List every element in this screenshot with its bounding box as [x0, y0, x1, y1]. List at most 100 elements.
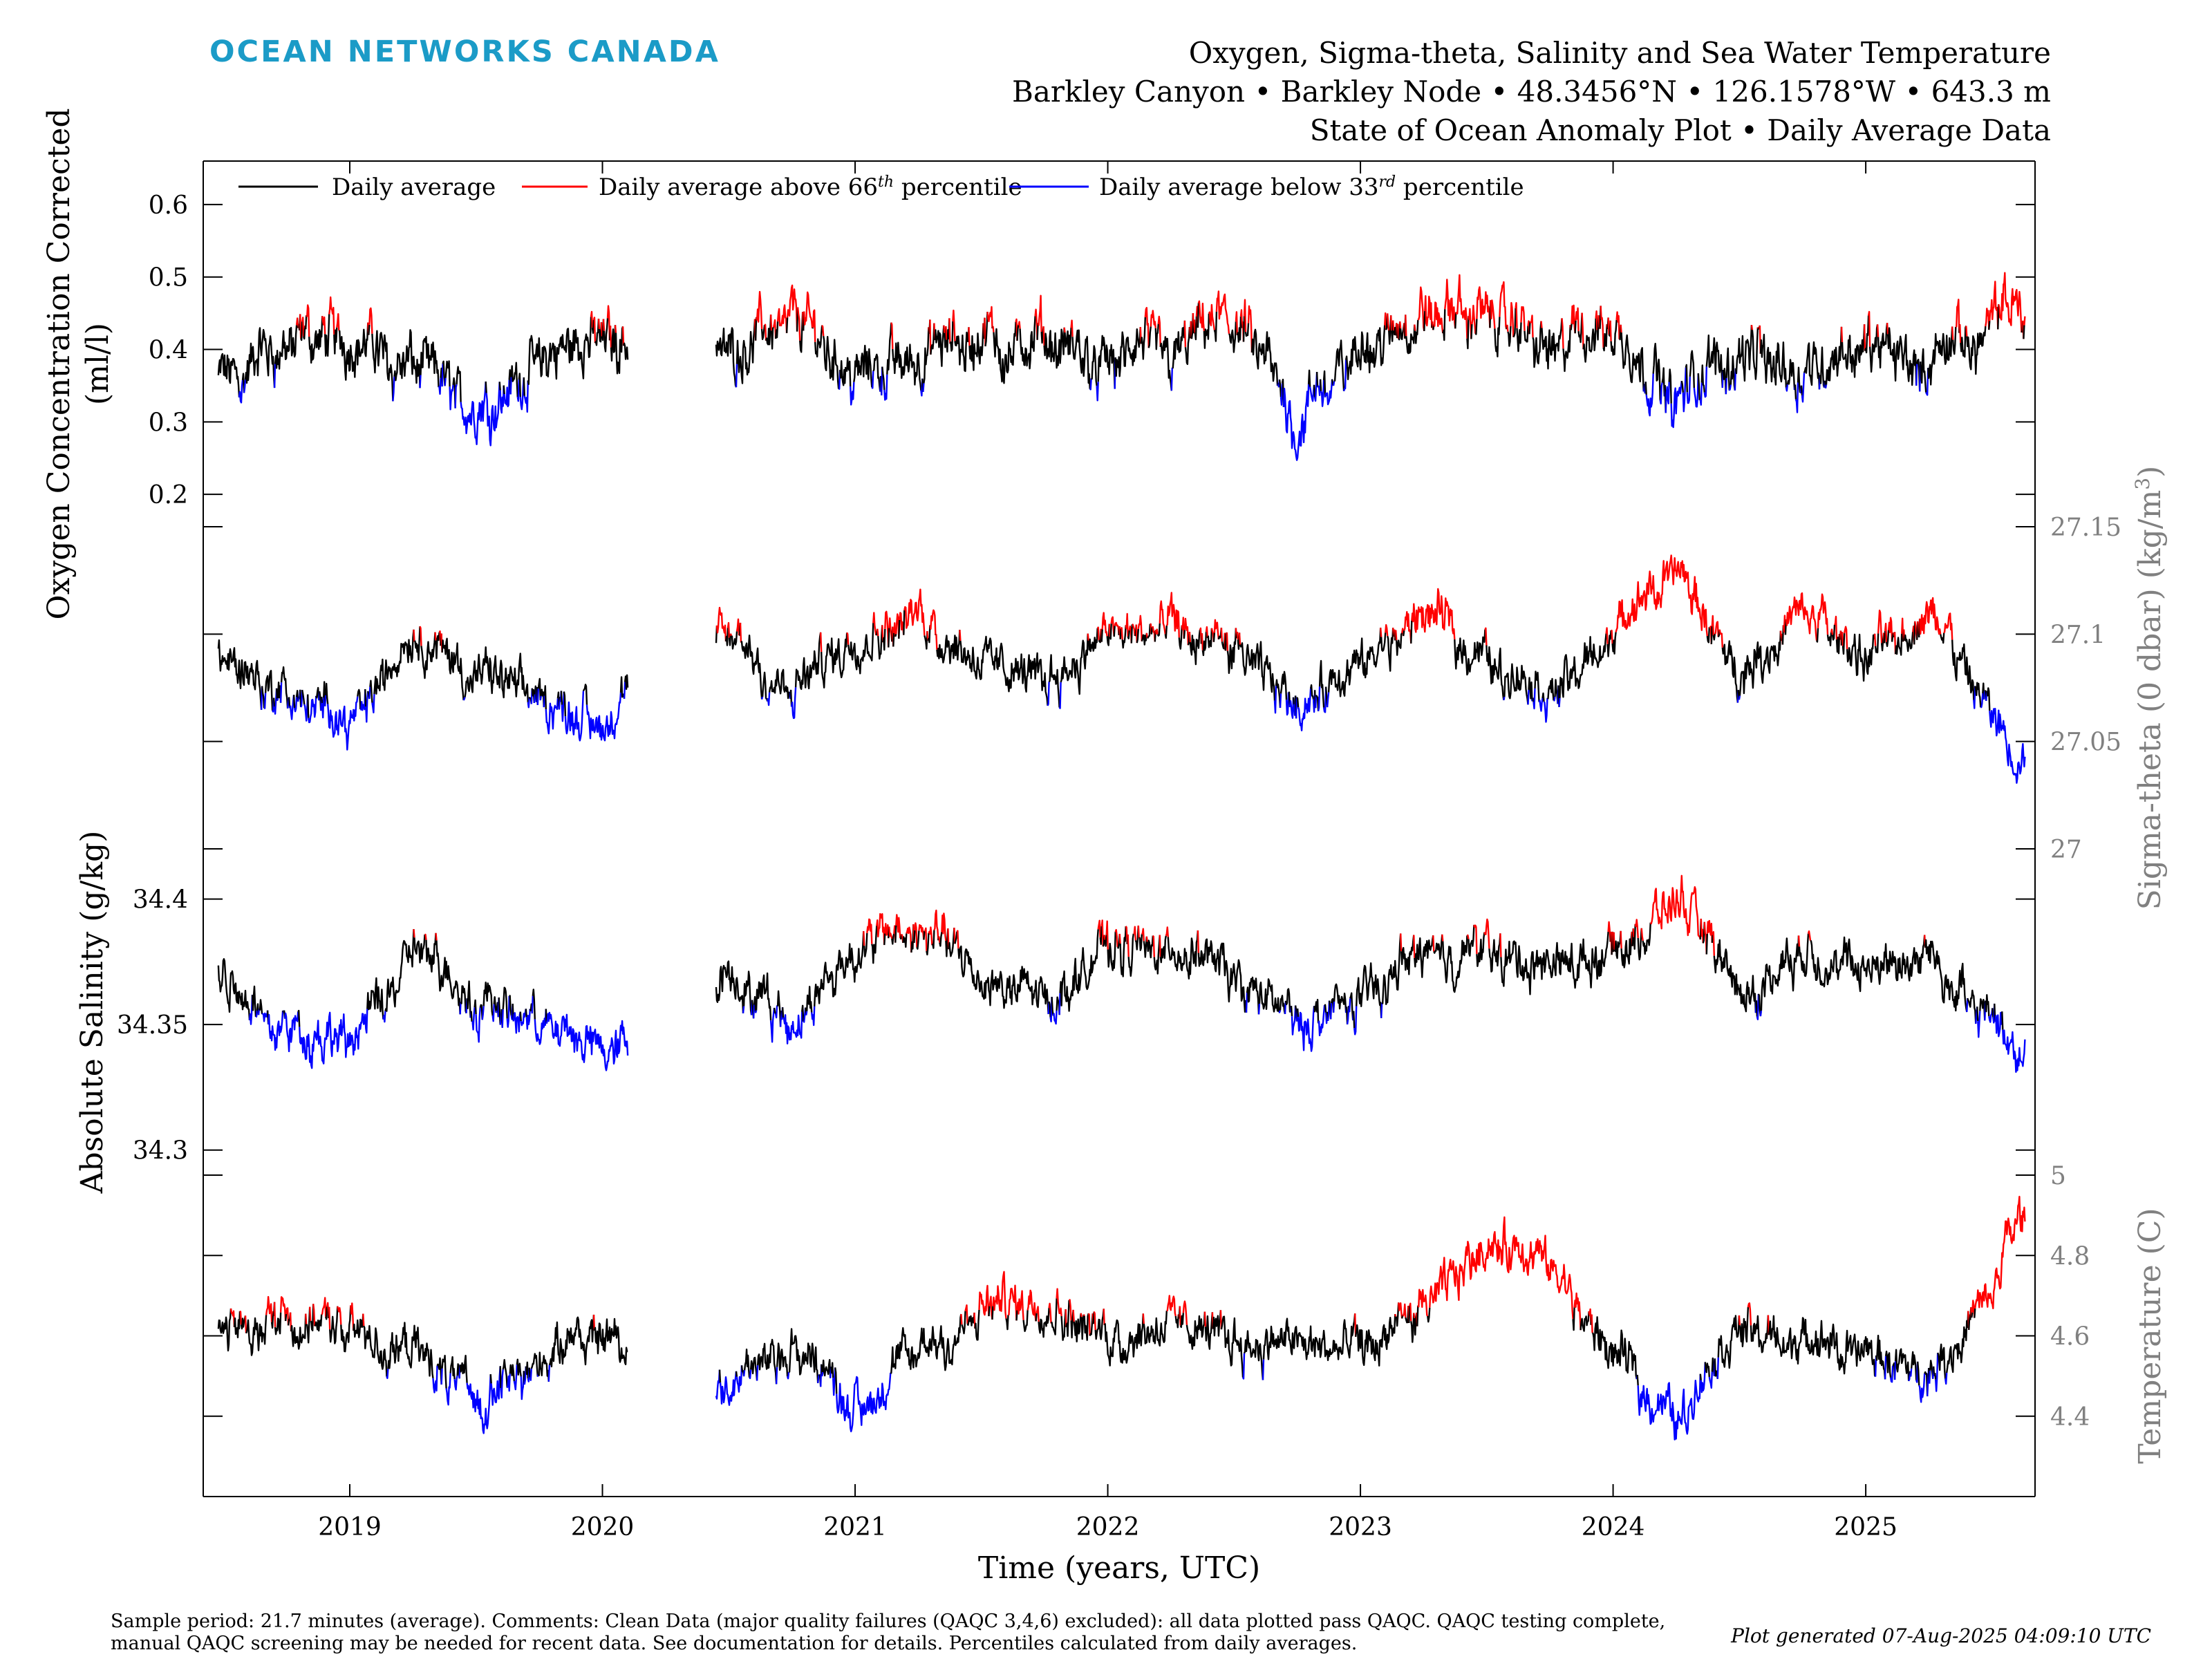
series-line-oxygen-above	[590, 310, 594, 328]
series-line-salinity-below	[1994, 1011, 2003, 1038]
series-line-oxygen-above	[1157, 315, 1161, 347]
series-line-salinity-above	[1632, 928, 1635, 937]
series-line-temperature-above	[1103, 1309, 1105, 1326]
series-line-sigma-theta-avg	[1546, 677, 1555, 701]
series-line-oxygen-avg	[518, 373, 521, 397]
series-line-salinity-avg	[1146, 935, 1154, 959]
series-line-oxygen-avg	[1952, 326, 1957, 355]
series-line-temperature-avg	[1699, 1374, 1702, 1380]
series-line-sigma-theta-avg	[740, 635, 763, 700]
series-line-sigma-theta-avg	[276, 682, 282, 703]
series-line-temperature-above	[1394, 1313, 1397, 1317]
series-line-oxygen-avg	[1751, 327, 1759, 380]
series-line-salinity-avg	[1048, 1001, 1051, 1018]
series-line-temperature-below	[715, 1369, 721, 1400]
series-line-oxygen-above	[1235, 311, 1239, 335]
series-line-salinity-below	[782, 1011, 803, 1044]
series-line-oxygen-below	[1915, 364, 1918, 386]
series-line-oxygen-above	[1208, 303, 1216, 330]
series-line-sigma-theta-avg	[877, 625, 883, 660]
series-line-salinity-above	[1613, 932, 1615, 950]
series-line-oxygen-avg	[1228, 321, 1237, 353]
series-line-temperature-above	[244, 1315, 247, 1333]
series-line-oxygen-below	[883, 374, 888, 401]
series-line-sigma-theta-above	[1403, 611, 1412, 644]
series-line-oxygen-avg	[1722, 368, 1727, 395]
series-line-salinity-above	[933, 909, 939, 941]
series-line-oxygen-avg	[1705, 334, 1723, 388]
series-line-salinity-avg	[1290, 1006, 1293, 1017]
title-line-1: Oxygen, Sigma-theta, Salinity and Sea Wa…	[1188, 36, 2051, 70]
series-line-oxygen-avg	[1507, 326, 1512, 347]
series-line-sigma-theta-below	[623, 682, 626, 699]
series-line-oxygen-above	[1499, 281, 1508, 330]
series-line-salinity-below	[1317, 1004, 1326, 1037]
series-line-oxygen-above	[1243, 299, 1247, 332]
series-line-salinity-above	[1634, 919, 1639, 939]
series-line-sigma-theta-above	[1205, 626, 1209, 639]
series-line-sigma-theta-below	[263, 693, 267, 709]
y-axis-label-right: Temperature (C)	[2133, 1208, 2168, 1463]
series-line-salinity-avg	[1620, 931, 1633, 968]
series-line-salinity-above	[1473, 924, 1478, 955]
series-line-sigma-theta-below	[288, 695, 295, 720]
series-line-temperature-avg	[1427, 1307, 1431, 1323]
series-line-sigma-theta-above	[419, 626, 422, 646]
series-line-sigma-theta-avg	[1212, 632, 1216, 642]
series-line-sigma-theta-above	[846, 632, 850, 645]
series-line-temperature-below	[453, 1375, 458, 1391]
series-line-salinity-avg	[1134, 925, 1139, 950]
series-line-salinity-avg	[1051, 997, 1054, 1016]
series-line-sigma-theta-avg	[903, 610, 906, 635]
series-line-oxygen-above	[1515, 302, 1518, 328]
series-line-temperature-avg	[1220, 1315, 1244, 1378]
series-line-salinity-avg	[1107, 932, 1116, 971]
series-line-oxygen-avg	[1344, 325, 1386, 380]
series-line-oxygen-below	[1645, 373, 1654, 417]
x-tick-label: 2021	[823, 1513, 887, 1541]
series-line-sigma-theta-avg	[768, 668, 791, 700]
series-line-sigma-theta-above	[715, 606, 727, 641]
series-line-oxygen-avg	[881, 366, 885, 391]
series-line-oxygen-avg	[1494, 317, 1501, 357]
series-line-sigma-theta-below	[545, 698, 559, 735]
series-line-oxygen-avg	[603, 318, 609, 353]
series-line-salinity-above	[895, 914, 901, 939]
y-axis-label-right: Sigma-theta (0 dbar) (kg/m3)	[2131, 466, 2168, 910]
series-line-temperature-avg	[1875, 1334, 1886, 1380]
series-line-oxygen-above	[1955, 299, 1960, 333]
series-line-salinity-avg	[781, 1007, 785, 1018]
series-line-salinity-avg	[1104, 935, 1107, 947]
series-line-oxygen-above	[609, 326, 612, 348]
series-line-salinity-below	[1349, 998, 1351, 1013]
series-line-oxygen-above	[1197, 300, 1206, 332]
series-line-oxygen-avg	[456, 366, 462, 402]
series-line-oxygen-below	[503, 379, 510, 408]
series-line-oxygen-above	[1561, 318, 1564, 349]
series-line-oxygen-above	[321, 316, 326, 335]
series-line-salinity-avg	[883, 933, 886, 946]
series-line-oxygen-avg	[1474, 319, 1478, 335]
series-line-oxygen-avg	[1319, 379, 1322, 391]
series-line-salinity-avg	[1414, 935, 1434, 978]
series-line-sigma-theta-above	[1943, 612, 1953, 640]
series-line-temperature-above	[273, 1302, 276, 1327]
series-line-salinity-below	[742, 1006, 745, 1014]
series-line-oxygen-avg	[1194, 316, 1198, 341]
series-line-oxygen-above	[1018, 321, 1021, 329]
series-line-oxygen-avg	[1574, 320, 1577, 334]
series-line-temperature-avg	[1262, 1313, 1356, 1361]
series-line-sigma-theta-avg	[1280, 671, 1288, 700]
series-line-salinity-avg	[1324, 1004, 1327, 1013]
series-line-salinity-above	[866, 918, 873, 944]
series-line-temperature-below	[1241, 1353, 1246, 1380]
series-line-oxygen-below	[454, 384, 458, 409]
series-line-salinity-above	[876, 912, 885, 946]
series-line-sigma-theta-avg	[1534, 671, 1540, 702]
series-line-salinity-avg	[753, 995, 757, 1013]
series-line-temperature-above	[1203, 1311, 1207, 1327]
series-line-oxygen-above	[1506, 324, 1509, 332]
series-line-salinity-avg	[894, 925, 897, 943]
series-line-salinity-avg	[366, 977, 384, 1020]
series-line-oxygen-avg	[420, 335, 440, 388]
